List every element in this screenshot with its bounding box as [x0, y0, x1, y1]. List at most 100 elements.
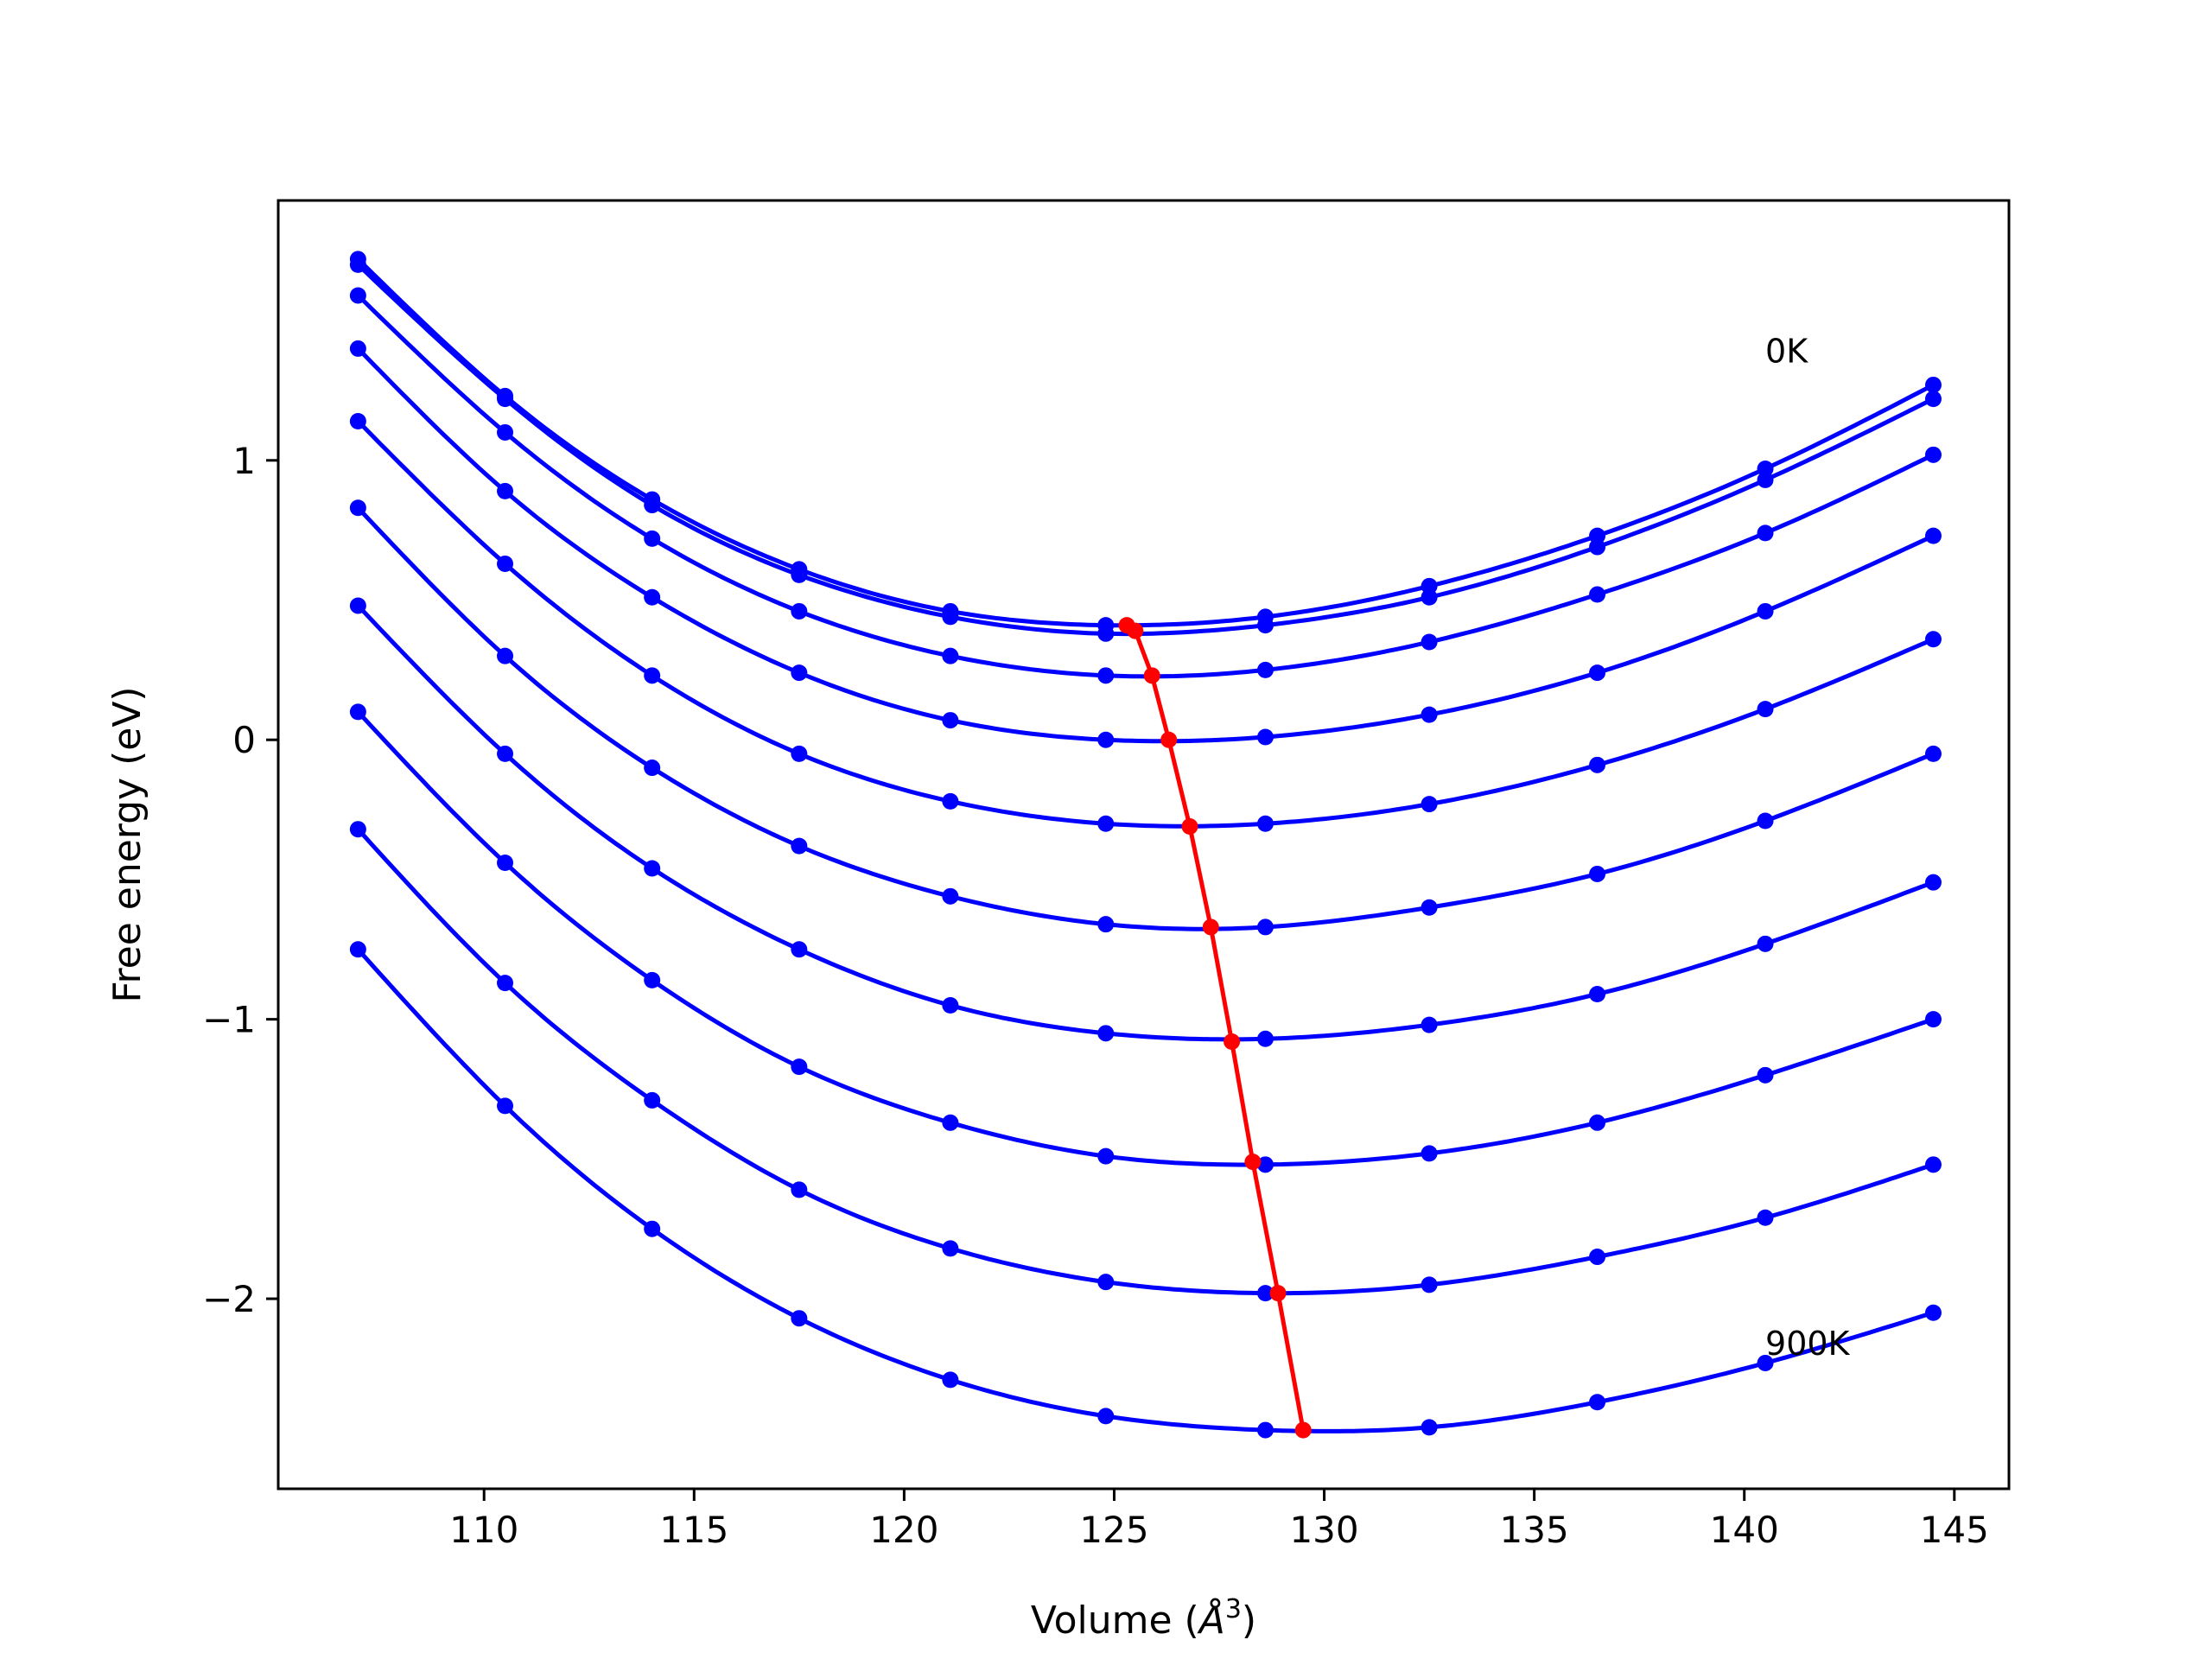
- y-tick-label: 1: [232, 440, 256, 482]
- y-axis-label: Free energy (eV): [105, 686, 149, 1002]
- data-point: [349, 597, 366, 614]
- series-4: [349, 340, 1942, 748]
- data-point: [1757, 1066, 1774, 1084]
- plot-curves: [349, 251, 1942, 1439]
- data-point: [1924, 745, 1942, 762]
- series-10: [349, 941, 1942, 1439]
- minimum-point: [1160, 731, 1178, 748]
- data-point: [349, 499, 366, 517]
- x-axis-label-close: ): [1242, 1599, 1256, 1643]
- series-9: [349, 821, 1942, 1302]
- data-point: [497, 745, 514, 762]
- minimum-point: [1294, 1421, 1312, 1439]
- data-point: [942, 996, 959, 1014]
- data-point: [1421, 633, 1438, 651]
- data-point: [942, 712, 959, 729]
- data-point: [1097, 731, 1115, 748]
- data-point: [1924, 446, 1942, 463]
- data-point: [791, 566, 808, 583]
- data-point: [497, 975, 514, 992]
- data-point: [349, 287, 366, 304]
- data-point: [1421, 796, 1438, 813]
- data-point: [942, 608, 959, 626]
- series-2: [349, 256, 1942, 642]
- data-point: [791, 837, 808, 855]
- data-point: [1757, 602, 1774, 620]
- data-point: [1757, 1209, 1774, 1226]
- data-point: [942, 647, 959, 664]
- data-point: [1256, 1421, 1274, 1439]
- data-point: [644, 588, 661, 606]
- series-line: [356, 346, 1935, 744]
- data-point: [497, 555, 514, 572]
- data-point: [791, 1058, 808, 1076]
- y-tick-label: −2: [202, 1278, 256, 1320]
- series-line: [356, 828, 1935, 1296]
- data-point: [1256, 661, 1274, 678]
- x-axis-label-symbol: Å: [1197, 1597, 1225, 1643]
- temperature-annotation: 900K: [1765, 1325, 1851, 1363]
- data-point: [497, 647, 514, 664]
- x-tick-label: 115: [659, 1509, 728, 1551]
- minimum-point: [1202, 918, 1219, 936]
- series-line: [356, 419, 1935, 829]
- minima-line: [1125, 623, 1306, 1431]
- data-point: [349, 413, 366, 430]
- data-point: [644, 667, 661, 684]
- data-point: [497, 423, 514, 441]
- data-point: [349, 703, 366, 721]
- x-tick-label: 125: [1079, 1509, 1148, 1551]
- data-point: [1256, 1156, 1274, 1173]
- data-point: [1589, 865, 1606, 882]
- x-tick-label: 140: [1710, 1509, 1779, 1551]
- x-tick-label: 135: [1500, 1509, 1569, 1551]
- data-point: [497, 1097, 514, 1115]
- data-point: [1589, 1249, 1606, 1266]
- data-point: [1421, 706, 1438, 723]
- data-point: [942, 887, 959, 905]
- x-tick-label: 110: [449, 1509, 518, 1551]
- x-tick-label: 120: [869, 1509, 938, 1551]
- data-point: [1421, 1276, 1438, 1294]
- data-point: [1256, 815, 1274, 832]
- data-point: [1097, 1147, 1115, 1165]
- data-point: [349, 340, 366, 357]
- data-point: [349, 821, 366, 838]
- minimum-point: [1181, 817, 1198, 835]
- data-point: [1256, 918, 1274, 936]
- data-point: [1256, 728, 1274, 746]
- data-point: [1924, 1156, 1942, 1173]
- plot-frame: [276, 199, 2011, 1491]
- series-line: [356, 948, 1935, 1433]
- minimum-point: [1224, 1033, 1241, 1051]
- series-line: [356, 257, 1935, 628]
- data-point: [644, 860, 661, 877]
- data-point: [942, 1240, 959, 1257]
- data-point: [1757, 812, 1774, 830]
- data-point: [1097, 667, 1115, 684]
- data-point: [497, 391, 514, 408]
- data-point: [644, 971, 661, 988]
- minimum-point: [1269, 1285, 1287, 1302]
- data-point: [1757, 701, 1774, 718]
- data-point: [791, 745, 808, 762]
- data-point: [791, 941, 808, 958]
- data-point: [1097, 916, 1115, 933]
- data-point: [791, 602, 808, 620]
- annotations: 0K 900K: [1765, 333, 1851, 1363]
- data-point: [1097, 815, 1115, 832]
- data-point: [1421, 1145, 1438, 1162]
- data-point: [1924, 376, 1942, 393]
- x-tick-label: 145: [1920, 1509, 1989, 1551]
- data-point: [644, 1220, 661, 1237]
- data-point: [942, 1371, 959, 1389]
- data-point: [1421, 899, 1438, 916]
- series-line: [356, 710, 1935, 1167]
- data-point: [1924, 527, 1942, 544]
- series-line: [356, 263, 1935, 637]
- data-point: [1097, 1408, 1115, 1425]
- x-axis-ticks: 110 115 120 125 130 135 140 145: [449, 1489, 1989, 1551]
- data-point: [497, 855, 514, 872]
- minimum-point: [1127, 622, 1144, 639]
- data-point: [791, 664, 808, 682]
